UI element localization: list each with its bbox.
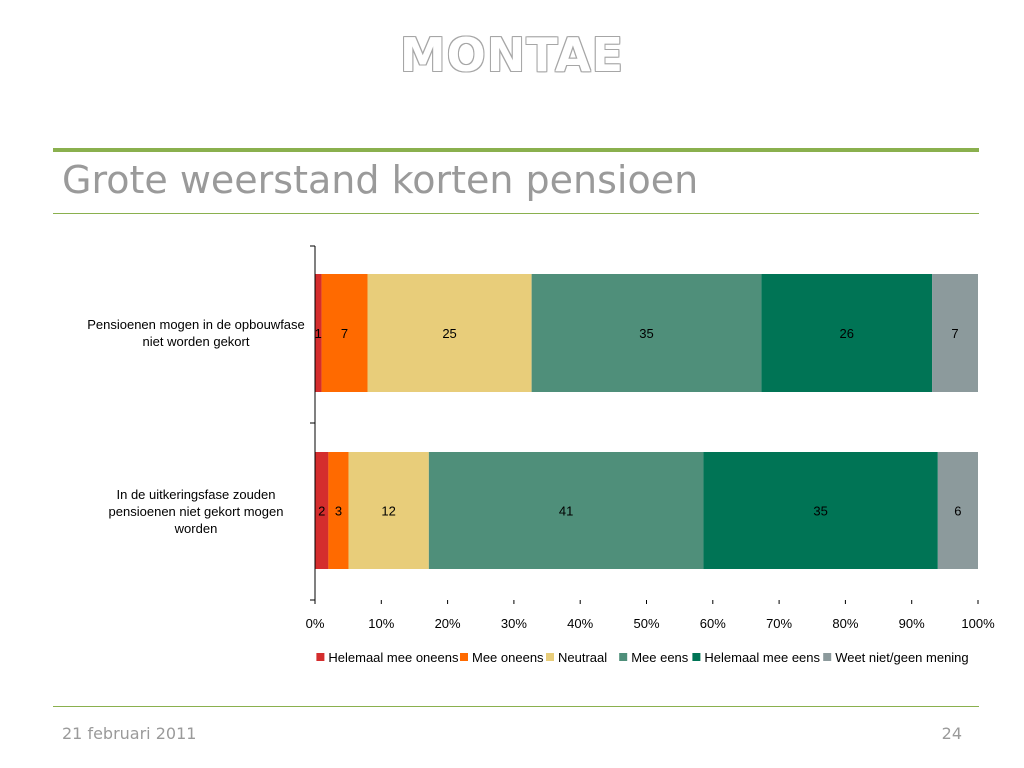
- legend-swatch: [316, 653, 325, 661]
- legend-swatch: [823, 653, 832, 661]
- category-label-1: Pensioenen mogen in de opbouwfase niet w…: [87, 317, 305, 349]
- bar-segment: [321, 274, 368, 392]
- data-label: 35: [639, 326, 653, 341]
- legend-label: Helemaal mee oneens: [328, 650, 459, 665]
- x-tick-label: 20%: [435, 616, 461, 631]
- x-tick-label: 40%: [567, 616, 593, 631]
- data-label: 35: [813, 504, 827, 519]
- x-tick-label: 90%: [899, 616, 925, 631]
- title-divider: [53, 213, 979, 214]
- data-label: 25: [442, 326, 456, 341]
- data-label: 1: [315, 326, 322, 341]
- x-tick-label: 30%: [501, 616, 527, 631]
- legend-label: Mee oneens: [472, 650, 544, 665]
- bar-segment: [703, 452, 938, 569]
- footer-divider: [53, 706, 979, 707]
- data-label: 7: [341, 326, 348, 341]
- bar-segment: [367, 274, 532, 392]
- legend-swatch: [692, 653, 701, 661]
- x-tick-label: 10%: [368, 616, 394, 631]
- bar-segment: [348, 452, 429, 569]
- x-tick-label: 50%: [633, 616, 659, 631]
- legend-label: Helemaal mee eens: [704, 650, 820, 665]
- data-label: 41: [559, 504, 573, 519]
- legend-label: Mee eens: [631, 650, 689, 665]
- bar-segment: [937, 452, 978, 569]
- bar-segment: [428, 452, 704, 569]
- legend-label: Weet niet/geen mening: [835, 650, 968, 665]
- data-label: 3: [335, 504, 342, 519]
- x-tick-label: 100%: [961, 616, 995, 631]
- montae-logo: MONTAE: [399, 28, 625, 82]
- legend-swatch: [460, 653, 468, 661]
- slide-title: Grote weerstand korten pensioen: [62, 158, 699, 202]
- page-number: 24: [941, 724, 962, 743]
- data-label: 6: [954, 504, 961, 519]
- category-label-2: In de uitkeringsfase zouden pensioenen n…: [108, 487, 284, 536]
- x-tick-label: 0%: [306, 616, 325, 631]
- legend-label: Neutraal: [558, 650, 607, 665]
- x-tick-label: 60%: [700, 616, 726, 631]
- bar-segment: [315, 452, 329, 569]
- x-tick-label: 70%: [766, 616, 792, 631]
- x-tick-label: 80%: [832, 616, 858, 631]
- bar-segment: [328, 452, 349, 569]
- legend-swatch: [546, 653, 554, 661]
- bar-segment: [932, 274, 978, 392]
- data-label: 26: [839, 326, 853, 341]
- bar-segment: [315, 274, 322, 392]
- data-label: 2: [318, 504, 325, 519]
- bar-segment: [761, 274, 933, 392]
- bar-segment: [531, 274, 762, 392]
- data-label: 12: [381, 504, 395, 519]
- top-divider: [53, 148, 979, 152]
- footer-date: 21 februari 2011: [62, 724, 197, 743]
- legend-swatch: [619, 653, 628, 661]
- data-label: 7: [951, 326, 958, 341]
